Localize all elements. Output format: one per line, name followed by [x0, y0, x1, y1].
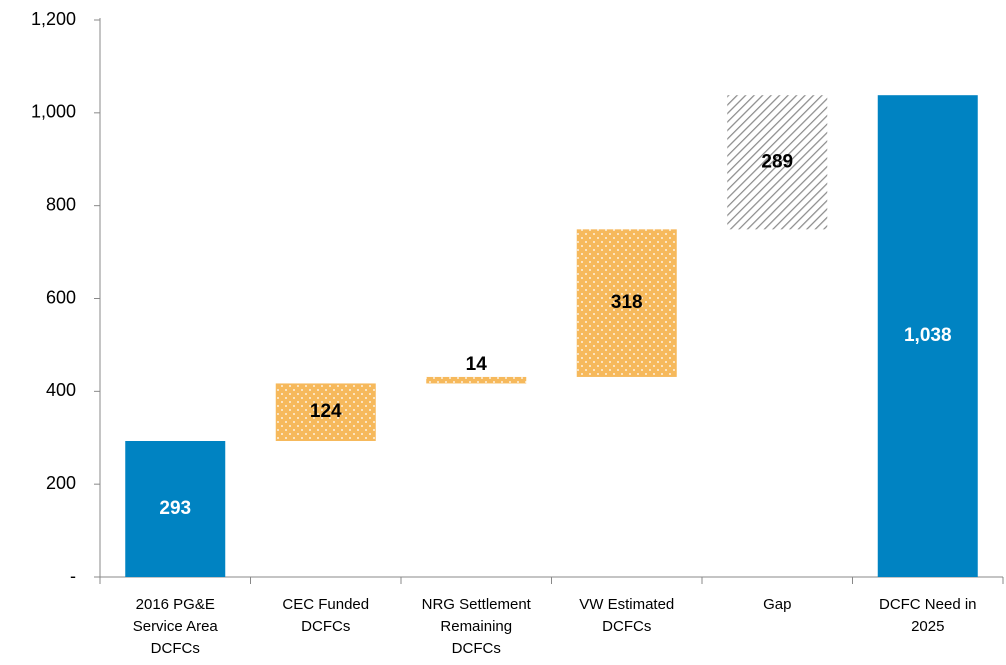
bar	[877, 95, 978, 577]
bar	[125, 440, 226, 577]
bar	[426, 376, 527, 384]
y-tick-label: 200	[46, 473, 76, 493]
bar	[576, 229, 677, 377]
y-tick-label: -	[70, 566, 76, 586]
y-tick-label: 1,000	[31, 102, 76, 122]
y-tick-label: 1,200	[31, 9, 76, 29]
x-tick-label: DCFC Need in 2025	[879, 596, 977, 635]
value-label: 293	[159, 498, 191, 519]
value-label: 289	[761, 151, 793, 172]
value-label: 1,038	[904, 325, 952, 346]
y-tick-label: 600	[46, 287, 76, 307]
x-tick-label: 2016 PG&E Service Area DCFCs	[133, 596, 219, 657]
x-tick-label: NRG Settlement Remaining DCFCs	[422, 596, 532, 657]
value-label: 318	[611, 292, 643, 313]
y-tick-label: 800	[46, 194, 76, 214]
bar	[727, 95, 828, 230]
value-label: 14	[466, 354, 488, 375]
bar	[275, 383, 376, 441]
value-label: 124	[310, 401, 342, 422]
x-tick-label: CEC Funded DCFCs	[282, 596, 369, 635]
y-tick-label: 400	[46, 380, 76, 400]
x-tick-label: VW Estimated DCFCs	[579, 596, 674, 635]
x-tick-label: Gap	[763, 596, 791, 613]
